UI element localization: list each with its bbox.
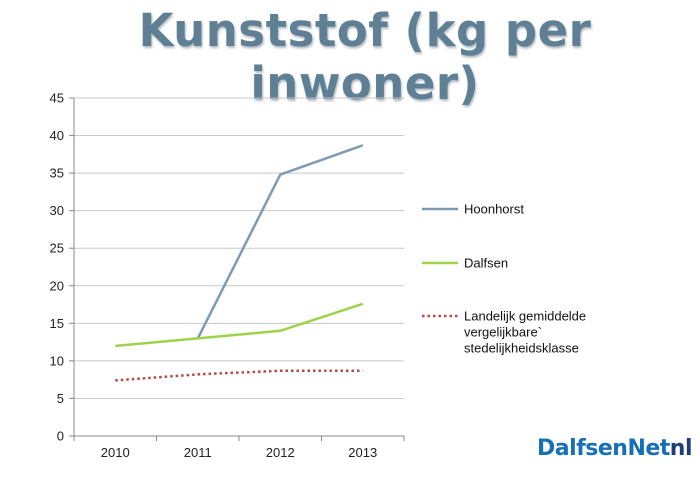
- y-tick-label: 5: [57, 391, 64, 406]
- series-line-0: [196, 144, 364, 339]
- y-tick-label: 0: [57, 429, 64, 444]
- brand-logo-part1: DalfsenNet: [537, 436, 670, 461]
- legend-label-1: Dalfsen: [464, 256, 508, 271]
- brand-logo: DalfsenNetnl: [537, 436, 692, 461]
- x-tick-label: 2012: [266, 445, 295, 460]
- x-tick-label: 2013: [348, 445, 377, 460]
- legend-label-2: Landelijk gemiddelde: [464, 309, 586, 324]
- brand-logo-part2: nl: [669, 436, 693, 461]
- series-lines: [115, 144, 364, 382]
- y-axis: 0 5 10 15 20 25 30 35 40 45: [50, 91, 75, 444]
- x-axis: 2010 2011 2012 2013: [73, 436, 405, 460]
- legend-label-2: vergelijkbare`: [464, 325, 542, 340]
- legend-label-2: stedelijkheidsklasse: [464, 341, 579, 356]
- y-tick-label: 30: [50, 203, 64, 218]
- y-tick-label: 35: [50, 166, 64, 181]
- y-tick-label: 25: [50, 241, 64, 256]
- series-line-2: [115, 369, 363, 382]
- x-tick-label: 2010: [101, 445, 130, 460]
- grid-lines: [74, 97, 404, 437]
- series-line-1: [115, 302, 364, 348]
- y-tick-label: 15: [50, 316, 64, 331]
- y-tick-label: 40: [50, 128, 64, 143]
- y-tick-label: 45: [50, 91, 64, 106]
- x-tick-label: 2011: [184, 445, 212, 460]
- y-tick-label: 20: [50, 278, 64, 293]
- y-tick-label: 10: [50, 353, 64, 368]
- chart-title: Kunststof (kg per inwoner): [138, 4, 592, 110]
- legend-label-0: Hoonhorst: [464, 202, 524, 217]
- legend: Hoonhorst Dalfsen Landelijk gemiddeldeverg…: [422, 202, 586, 356]
